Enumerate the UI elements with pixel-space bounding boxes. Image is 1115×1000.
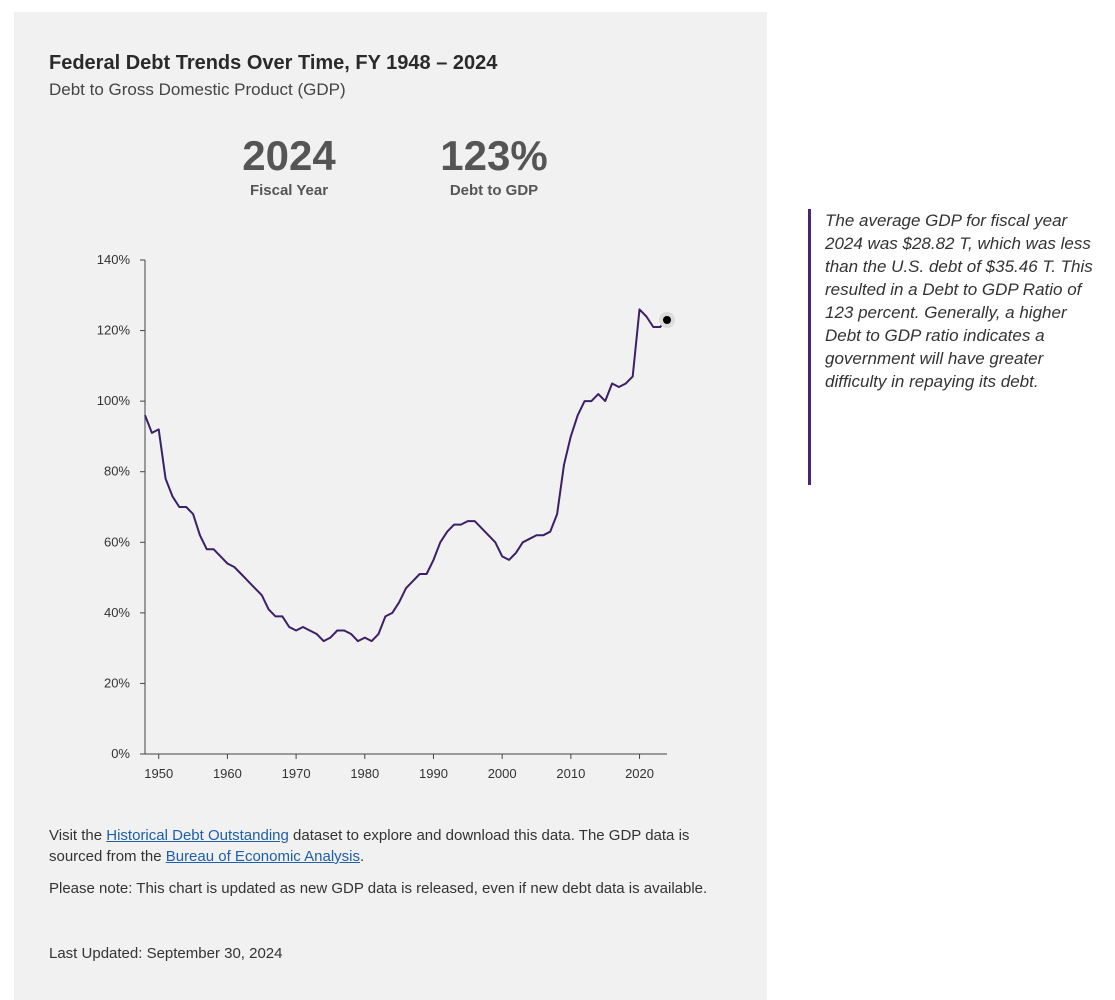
dataset-note-suffix: .	[360, 848, 365, 865]
historical-debt-link[interactable]: Historical Debt Outstanding	[106, 827, 289, 844]
y-tick-label: 140%	[97, 252, 131, 267]
x-tick-label: 2000	[488, 766, 517, 781]
gdp-callout: The average GDP for fiscal year 2024 was…	[808, 209, 1105, 485]
x-tick-label: 1960	[213, 766, 242, 781]
x-tick-label: 1970	[282, 766, 311, 781]
y-tick-label: 100%	[97, 393, 131, 408]
callout-text: The average GDP for fiscal year 2024 was…	[825, 211, 1093, 391]
x-tick-label: 2020	[625, 766, 654, 781]
debt-line-chart[interactable]: 0% 20% 40% 60% 80% 100% 120% 140% 1950 1960 1970 19…	[14, 12, 767, 802]
y-tick-label: 40%	[104, 605, 130, 620]
chart-panel: Federal Debt Trends Over Time, FY 1948 –…	[14, 12, 767, 1000]
last-updated: Last Updated: September 30, 2024	[49, 945, 283, 962]
y-tick-label: 0%	[111, 746, 130, 761]
debt-to-gdp-label: Debt to GDP	[449, 182, 539, 199]
x-tick-label: 1990	[419, 766, 448, 781]
dataset-note-prefix: Visit the	[49, 827, 107, 844]
debt-to-gdp-stat: 123% Debt to GDP	[414, 132, 574, 199]
y-tick-label: 120%	[97, 323, 131, 338]
bea-link[interactable]: Bureau of Economic Analysis	[165, 848, 360, 865]
dataset-note: Visit the Historical Debt Outstanding da…	[49, 825, 739, 867]
debt-to-gdp-value: 123%	[440, 132, 548, 179]
fiscal-year-stat: 2024 Fiscal Year	[219, 132, 359, 199]
chart-title: Federal Debt Trends Over Time, FY 1948 –…	[49, 52, 498, 74]
update-note: Please note: This chart is updated as ne…	[49, 880, 708, 897]
debt-to-gdp-series-line[interactable]	[144, 308, 668, 643]
x-tick-label: 1950	[144, 766, 173, 781]
y-tick-label: 20%	[104, 675, 130, 690]
fiscal-year-value: 2024	[242, 132, 336, 179]
dataset-note-middle: dataset to explore and download this dat…	[49, 827, 690, 865]
y-tick-label: 80%	[104, 464, 130, 479]
fiscal-year-label: Fiscal Year	[249, 182, 329, 199]
x-tick-label: 1980	[350, 766, 379, 781]
x-tick-label: 2010	[556, 766, 585, 781]
y-tick-label: 60%	[104, 534, 130, 549]
highlight-point[interactable]	[663, 315, 671, 324]
chart-subtitle: Debt to Gross Domestic Product (GDP)	[49, 80, 346, 99]
